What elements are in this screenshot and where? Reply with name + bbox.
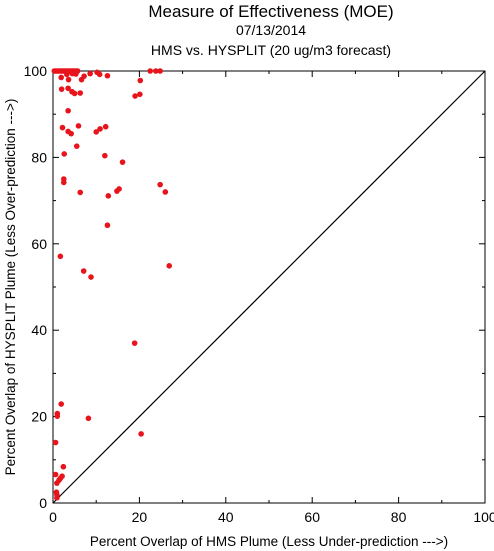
y-axis-tick-labels: 0 20 40 60 80 100 <box>24 63 48 511</box>
data-point <box>132 93 138 99</box>
data-point <box>65 107 71 114</box>
data-point <box>104 72 111 79</box>
chart-title: Measure of Effectiveness (MOE) <box>148 2 393 21</box>
y-axis-ticks <box>53 70 485 504</box>
data-point <box>77 189 84 196</box>
data-point <box>78 76 85 83</box>
data-point <box>87 70 93 77</box>
data-point <box>137 91 143 98</box>
data-point <box>104 222 111 229</box>
data-point <box>88 274 94 280</box>
data-point <box>71 90 78 97</box>
one-to-one-reference-line <box>52 70 486 504</box>
data-point <box>52 471 59 478</box>
data-point <box>137 77 144 84</box>
data-point <box>77 90 84 96</box>
y-tick-label: 60 <box>31 236 47 252</box>
data-points <box>51 68 173 501</box>
data-point <box>52 439 59 446</box>
data-point <box>75 123 82 129</box>
x-tick-label: 80 <box>391 509 407 525</box>
data-point <box>157 68 163 74</box>
data-point <box>157 181 163 188</box>
data-point <box>138 431 144 437</box>
data-point <box>93 129 99 135</box>
plot-area: 0 20 40 60 80 100 0 20 40 60 80 100 <box>24 63 494 525</box>
data-point <box>58 401 65 407</box>
data-point <box>57 253 64 260</box>
x-axis-tick-labels: 0 20 40 60 80 100 <box>49 509 494 525</box>
data-point <box>102 123 109 130</box>
data-point <box>58 86 65 92</box>
data-point <box>114 188 120 194</box>
data-point <box>54 413 61 419</box>
y-tick-label: 20 <box>31 409 47 425</box>
y-tick-label: 100 <box>24 63 48 79</box>
data-point <box>162 189 169 195</box>
x-tick-label: 20 <box>132 509 148 525</box>
data-point <box>64 71 70 78</box>
data-point <box>68 130 74 137</box>
x-tick-label: 40 <box>218 509 234 525</box>
data-point <box>58 74 65 81</box>
chart-date: 07/13/2014 <box>236 22 306 38</box>
x-axis-label: Percent Overlap of HMS Plume (Less Under… <box>90 534 448 549</box>
data-point <box>105 193 112 199</box>
data-point <box>147 68 153 74</box>
x-tick-label: 100 <box>473 509 494 525</box>
data-point <box>119 159 126 165</box>
y-tick-label: 0 <box>39 495 47 511</box>
x-tick-label: 0 <box>49 509 57 525</box>
data-point <box>96 71 103 78</box>
data-point <box>65 76 72 83</box>
x-tick-label: 60 <box>304 509 320 525</box>
data-point <box>153 68 159 74</box>
data-point <box>54 495 60 501</box>
chart-titles: Measure of Effectiveness (MOE) 07/13/201… <box>148 2 393 58</box>
data-point <box>61 179 67 186</box>
data-point <box>102 152 108 159</box>
data-point <box>61 151 68 157</box>
y-axis-label: Percent Overlap of HYSPLIT Plume (Less O… <box>3 99 18 476</box>
y-tick-label: 80 <box>31 149 47 165</box>
data-point <box>65 85 71 92</box>
data-point <box>166 263 173 269</box>
data-point <box>73 71 79 77</box>
data-point <box>54 480 60 486</box>
chart-comparison: HMS vs. HYSPLIT (20 ug/m3 forecast) <box>151 42 391 58</box>
data-point <box>97 126 103 132</box>
data-point <box>73 143 80 149</box>
data-point <box>85 415 92 422</box>
data-point <box>131 340 138 346</box>
data-point <box>80 268 87 274</box>
y-tick-label: 40 <box>31 322 47 338</box>
data-point <box>59 124 66 131</box>
data-point <box>60 463 67 470</box>
